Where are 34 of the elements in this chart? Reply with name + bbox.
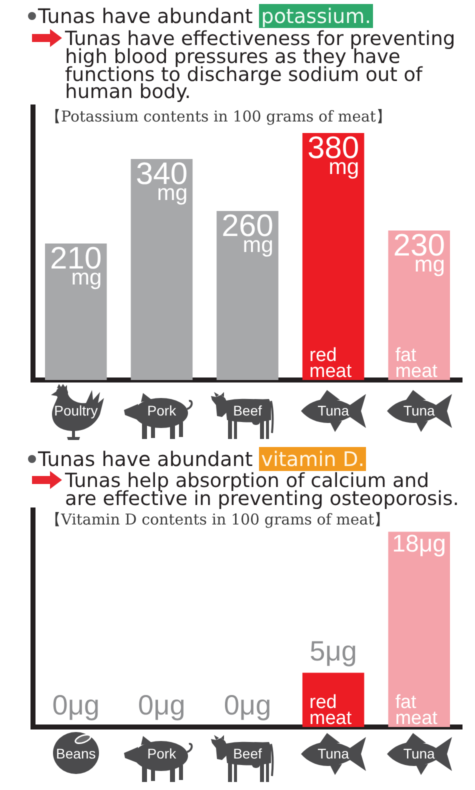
data-label: 230 mg	[393, 228, 445, 277]
x-tick-label: Pork	[147, 402, 178, 418]
bar	[45, 244, 107, 380]
data-label: 260 mg	[222, 208, 274, 258]
data-label: 380 mg	[307, 130, 360, 180]
data-label: 18μg	[392, 530, 446, 558]
annotation: fat meat	[395, 692, 438, 729]
x-tick-label: Beef	[233, 402, 262, 418]
chart-title: Tunas have abundant potassium.	[38, 4, 372, 28]
x-tick-label: Tuna	[403, 745, 436, 762]
annotation: red meat	[309, 692, 352, 729]
data-label: 0μg	[52, 690, 100, 721]
y-axis-title: 【Potassium contents in 100 grams of meat】	[46, 107, 391, 126]
x-tick-label: Tuna	[318, 402, 350, 418]
data-label: 0μg	[224, 690, 272, 721]
x-tick-label: Pork	[147, 745, 178, 762]
y-axis-title: 【Vitamin D contents in 100 grams of meat】	[46, 510, 390, 528]
x-tick-label: Poultry	[54, 402, 98, 418]
annotation: red meat	[309, 345, 352, 382]
bar	[302, 133, 364, 380]
x-tick-label: Tuna	[318, 745, 350, 762]
chart-title: Tunas have abundant vitamin D.	[38, 447, 366, 471]
annotation: fat meat	[395, 345, 438, 382]
bar	[130, 159, 193, 380]
chart-subtitle: Tunas have effectiveness for preventing high blood pressures as they have functions to discharge sodium out of human body.	[65, 27, 456, 104]
data-label: 340 mg	[136, 156, 188, 206]
bar	[216, 211, 278, 380]
data-label: 5μg	[310, 635, 357, 666]
x-tick-label: Beef	[233, 745, 262, 762]
data-label: 210 mg	[50, 240, 102, 290]
chart-subtitle: Tunas help absorption of calcium and are effective in preventing osteoporosis.	[65, 469, 460, 510]
x-tick-label: Tuna	[403, 402, 436, 418]
data-label: 0μg	[138, 690, 186, 721]
x-tick-label: Beans	[56, 745, 96, 762]
